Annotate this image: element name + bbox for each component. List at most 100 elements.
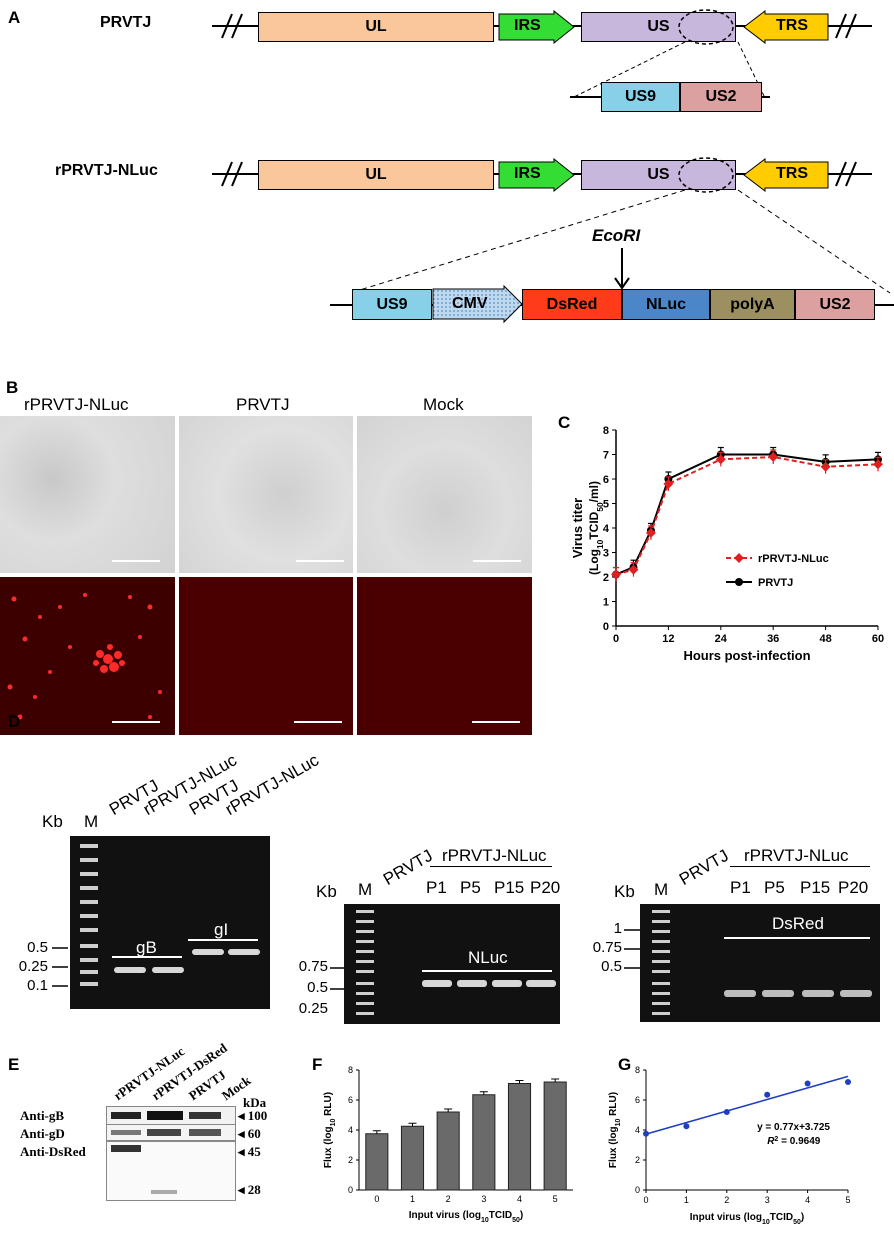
- gel2-marker-0-25: 0.25: [298, 1000, 328, 1017]
- g-point: [804, 1080, 811, 1087]
- c-point-rprvtj-nluc: [628, 564, 639, 575]
- c-legend-marker-1: [734, 553, 744, 563]
- us-selection-ellipse: [678, 9, 734, 45]
- gel3-passage-p1: P1: [730, 878, 751, 897]
- f-bar: [400, 1125, 425, 1191]
- c-y-tick-label: 3: [603, 548, 609, 560]
- c-legend-label-1: rPRVTJ-NLuc: [758, 553, 829, 565]
- c-series-line: [615, 455, 879, 576]
- panel-f-label: F: [312, 1055, 323, 1074]
- gel1-band-gb: gB: [136, 938, 157, 957]
- segment-trs-label: TRS: [776, 17, 808, 34]
- f-bar: [543, 1081, 567, 1191]
- insert-us9: US9: [601, 82, 680, 112]
- insert-us9-2: US9: [352, 289, 432, 320]
- g-y-tick-label: 0: [635, 1185, 640, 1195]
- break-mark-right-2: [835, 161, 857, 187]
- g-x-tick-label: 5: [845, 1195, 850, 1205]
- micro-fluorescence-mock: [357, 577, 532, 735]
- g-fit-line: [645, 1075, 849, 1135]
- gel3-kb-label: Kb: [614, 882, 635, 901]
- gel1-marker-0-5: 0.5: [27, 939, 48, 956]
- micro-scalebars: [112, 560, 521, 562]
- segment-us: US: [581, 12, 736, 42]
- gel2-passage-p15: P15: [494, 878, 525, 897]
- c-y-tick-label: 4: [603, 523, 610, 535]
- segment-ul-2: UL: [258, 160, 494, 190]
- f-y-tick-label: 2: [348, 1155, 353, 1165]
- g-point: [723, 1109, 730, 1115]
- gel2-group-label: rPRVTJ-NLuc: [442, 846, 547, 865]
- g-y-axis-label: Flux (log10 RLU): [608, 1092, 622, 1168]
- gel2-passage-p1: P1: [426, 878, 447, 897]
- gel3-lane-prvtj: PRVTJ: [676, 845, 732, 890]
- gel3-marker-0-75: 0.75: [592, 939, 622, 956]
- wb-blot-gd: [106, 1124, 236, 1141]
- c-y-tick-label: 6: [603, 474, 609, 486]
- c-x-axis-label: Hours post-infection: [683, 648, 810, 663]
- zoom-lines-2: [349, 189, 891, 294]
- f-x-axis-label: Input virus (log10TCID50): [409, 1210, 524, 1224]
- c-point-rprvtj-nluc: [873, 459, 883, 470]
- segment-trs-2: [743, 158, 829, 192]
- c-y-tick-label: 8: [603, 425, 609, 437]
- insert-us2-2: US2: [795, 289, 875, 320]
- c-y-tick-label: 1: [603, 597, 609, 609]
- g-point: [683, 1123, 690, 1130]
- segment-irs: [498, 10, 575, 44]
- gel2-kb-label: Kb: [316, 882, 337, 901]
- c-point-rprvtj-nluc: [611, 569, 621, 580]
- g-r2: R2 = 0.9649: [767, 1136, 821, 1148]
- gel3-band-dsred: DsRed: [772, 914, 824, 933]
- gel3-marker-1: 1: [613, 920, 622, 937]
- gel2-lane-m: M: [358, 880, 373, 899]
- genome-name-prvtj: PRVTJ: [100, 14, 152, 31]
- gel2-passage-p5: P5: [460, 878, 481, 897]
- panel-a-label: A: [8, 8, 21, 27]
- f-y-tick-label: 6: [348, 1095, 353, 1105]
- wb-row-anti-gd: Anti-gD: [20, 1126, 65, 1141]
- wb-row-anti-gb: Anti-gB: [20, 1108, 65, 1123]
- c-x-tick-label: 36: [767, 633, 779, 645]
- chart-f-flux-bar: 0 2 4 6 8 0 1 2 3 4 5 Input virus (log10TCID50) Flux…: [323, 1065, 573, 1224]
- micro-fluorescence-prvtj: [179, 577, 353, 735]
- segment-trs-label-2: TRS: [776, 165, 808, 182]
- f-y-tick-label: 4: [348, 1125, 353, 1135]
- gel1-marker-0-25: 0.25: [18, 958, 48, 975]
- us-selection-ellipse-2: [678, 157, 734, 193]
- gel1-image: [70, 836, 270, 1009]
- g-x-tick-label: 4: [805, 1195, 810, 1205]
- gel3-lane-m: M: [654, 880, 669, 899]
- g-x-axis-label: Input virus (log10TCID50): [690, 1212, 805, 1226]
- g-x-tick-label: 2: [724, 1195, 729, 1205]
- c-legend-marker-2: [735, 578, 743, 586]
- gel1-lane-m: M: [84, 812, 99, 831]
- micro-fluorescence-rprvtj-nluc: [0, 577, 175, 735]
- gel1-marker-0-1: 0.1: [27, 977, 48, 994]
- insert-us2: US2: [680, 82, 762, 112]
- panel-d-label: D: [8, 712, 21, 731]
- g-x-tick-label: 1: [684, 1195, 689, 1205]
- wb-marker-28: ◂ 28: [238, 1182, 261, 1197]
- g-y-tick-label: 8: [635, 1065, 640, 1075]
- g-point: [643, 1130, 649, 1137]
- f-x-tick-label: 3: [481, 1194, 486, 1204]
- c-y-tick-label: 0: [603, 621, 609, 633]
- c-x-tick-label: 48: [819, 633, 831, 645]
- f-x-tick-label: 2: [446, 1194, 451, 1204]
- micro-col-label-mock: Mock: [423, 395, 464, 414]
- gel3-image: [640, 904, 880, 1022]
- insert-cmv-label: CMV: [452, 295, 488, 312]
- f-x-tick-label: 5: [553, 1194, 558, 1204]
- micro-brightfield-mock: [357, 416, 532, 573]
- gel2-passage-p20: P20: [530, 878, 561, 897]
- gel3-marker-0-5: 0.5: [601, 958, 622, 975]
- segment-irs-label-2: IRS: [514, 165, 541, 182]
- wb-blot-gb: [106, 1106, 236, 1125]
- c-x-tick-label: 24: [715, 633, 728, 645]
- gel3-passage-p5: P5: [764, 878, 785, 897]
- c-y-tick-label: 2: [603, 572, 609, 584]
- segment-irs-label: IRS: [514, 17, 541, 34]
- f-x-tick-label: 4: [517, 1194, 522, 1204]
